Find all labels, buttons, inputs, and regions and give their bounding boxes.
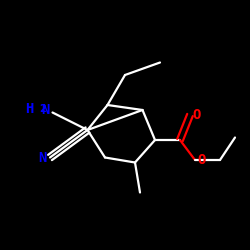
Text: O: O xyxy=(197,153,205,167)
Text: H: H xyxy=(25,102,34,116)
Text: O: O xyxy=(192,108,200,122)
Text: N: N xyxy=(41,104,50,118)
Text: 2: 2 xyxy=(39,104,46,114)
Text: N: N xyxy=(38,150,47,164)
